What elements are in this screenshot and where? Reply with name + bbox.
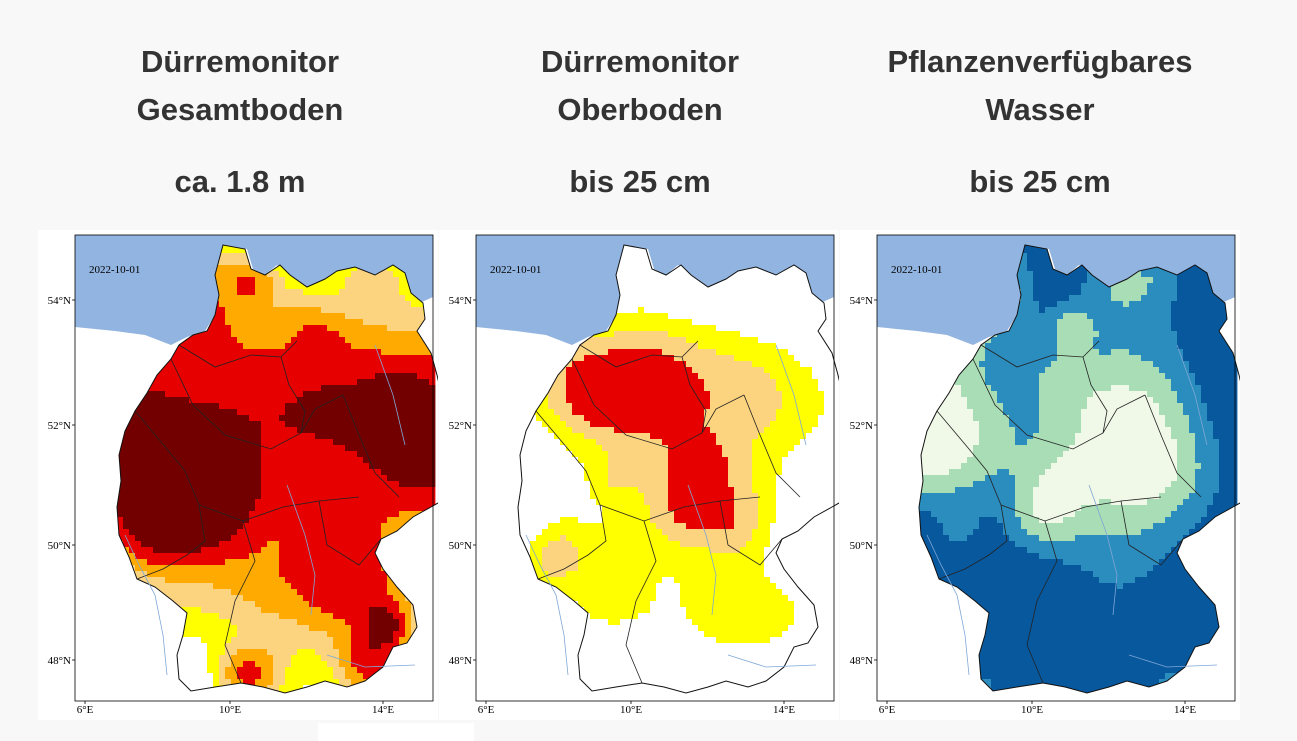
lon-tick-label: 14°E <box>773 704 795 716</box>
lon-tick-label: 10°E <box>1021 704 1043 716</box>
map-oberboden: 2022-10-01 54°N 52°N 50°N 48°N 6°E 10°E 14°E <box>449 234 839 716</box>
river <box>286 484 316 616</box>
state-border <box>972 358 1146 450</box>
lon-tick-label: 14°E <box>1174 704 1196 716</box>
title-line-2: Gesamtboden <box>136 92 344 127</box>
country-outline <box>918 244 1240 694</box>
state-border <box>625 520 657 684</box>
state-border <box>719 500 783 566</box>
map-plot <box>876 234 1240 702</box>
lon-tick-label: 14°E <box>372 704 394 716</box>
state-border <box>224 520 256 684</box>
panel-title-pflanzenwasser: Pflanzenverfügbares Wasser bis 25 cm <box>840 38 1240 206</box>
state-border <box>1120 500 1184 566</box>
river <box>525 534 569 676</box>
map-date-label: 2022-10-01 <box>89 264 140 276</box>
panel-title-oberboden: Dürremonitor Oberboden bis 25 cm <box>440 38 840 206</box>
state-border <box>535 410 601 506</box>
map-date-label: 2022-10-01 <box>490 264 541 276</box>
state-border <box>170 358 344 450</box>
state-border <box>571 358 745 450</box>
lat-tick-label: 52°N <box>850 420 873 432</box>
state-border <box>198 496 360 522</box>
lon-tick-label: 6°E <box>77 704 94 716</box>
lat-tick-label: 52°N <box>449 420 472 432</box>
lat-tick-label: 54°N <box>449 295 472 307</box>
river <box>374 344 406 446</box>
sea-area <box>476 235 834 345</box>
river <box>1176 344 1208 446</box>
state-border <box>134 410 200 506</box>
river <box>1088 484 1118 616</box>
title-line-1: Dürremonitor <box>540 44 740 79</box>
state-border <box>342 394 400 498</box>
map-plot <box>475 234 839 702</box>
sea-area <box>877 235 1235 345</box>
state-border <box>579 340 699 368</box>
map-frame <box>74 234 434 702</box>
state-border <box>1082 356 1108 434</box>
state-border <box>980 340 1100 368</box>
lat-tick-label: 48°N <box>850 655 873 667</box>
state-border <box>936 410 1002 506</box>
map-frame <box>876 234 1236 702</box>
lat-tick-label: 48°N <box>48 655 71 667</box>
state-border <box>1144 394 1202 498</box>
lat-tick-label: 50°N <box>850 540 873 552</box>
state-border <box>537 504 607 580</box>
river <box>124 534 168 676</box>
map-gesamtboden: 2022-10-01 54°N 52°N 50°N 48°N 6°E 10°E 14°E <box>48 234 438 716</box>
river <box>1128 654 1218 668</box>
state-border <box>178 340 298 368</box>
river <box>727 654 817 668</box>
map-card-pflanzenwasser: 2022-10-01 54°N 52°N 50°N 48°N 6°E 10°E 14°E <box>840 230 1240 720</box>
country-outline <box>517 244 839 694</box>
map-plot <box>74 234 438 702</box>
map-pflanzenwasser: 2022-10-01 54°N 52°N 50°N 48°N 6°E 10°E 14°E <box>850 234 1240 716</box>
state-border <box>938 504 1008 580</box>
lat-tick-label: 50°N <box>449 540 472 552</box>
sea-area <box>75 235 433 345</box>
river <box>687 484 717 616</box>
river <box>926 534 970 676</box>
state-border <box>136 504 206 580</box>
state-border <box>743 394 801 498</box>
lat-tick-label: 48°N <box>449 655 472 667</box>
depth-label: ca. 1.8 m <box>174 164 306 199</box>
river <box>775 344 807 446</box>
depth-label: bis 25 cm <box>969 164 1111 199</box>
state-border <box>599 496 761 522</box>
lat-tick-label: 50°N <box>48 540 71 552</box>
title-line-2: Wasser <box>985 92 1095 127</box>
lon-tick-label: 10°E <box>219 704 241 716</box>
country-outline <box>116 244 438 694</box>
title-line-1: Pflanzenverfügbares <box>887 44 1193 79</box>
state-border <box>318 500 382 566</box>
lon-tick-label: 6°E <box>879 704 896 716</box>
state-border <box>280 356 306 434</box>
map-card-oberboden: 2022-10-01 54°N 52°N 50°N 48°N 6°E 10°E 14°E <box>439 230 839 720</box>
lon-tick-label: 6°E <box>478 704 495 716</box>
state-border <box>1000 496 1162 522</box>
map-frame <box>475 234 835 702</box>
lon-tick-label: 10°E <box>620 704 642 716</box>
lat-tick-label: 54°N <box>48 295 71 307</box>
map-card-gesamtboden: 2022-10-01 54°N 52°N 50°N 48°N 6°E 10°E 14°E <box>38 230 438 720</box>
blank-tab <box>318 723 474 741</box>
state-border <box>1026 520 1058 684</box>
map-date-label: 2022-10-01 <box>891 264 942 276</box>
title-line-2: Oberboden <box>557 92 723 127</box>
river <box>326 654 416 668</box>
panel-title-gesamtboden: Dürremonitor Gesamtboden ca. 1.8 m <box>40 38 440 206</box>
lat-tick-label: 54°N <box>850 295 873 307</box>
lat-tick-label: 52°N <box>48 420 71 432</box>
state-border <box>681 356 707 434</box>
title-line-1: Dürremonitor <box>140 44 340 79</box>
depth-label: bis 25 cm <box>569 164 711 199</box>
